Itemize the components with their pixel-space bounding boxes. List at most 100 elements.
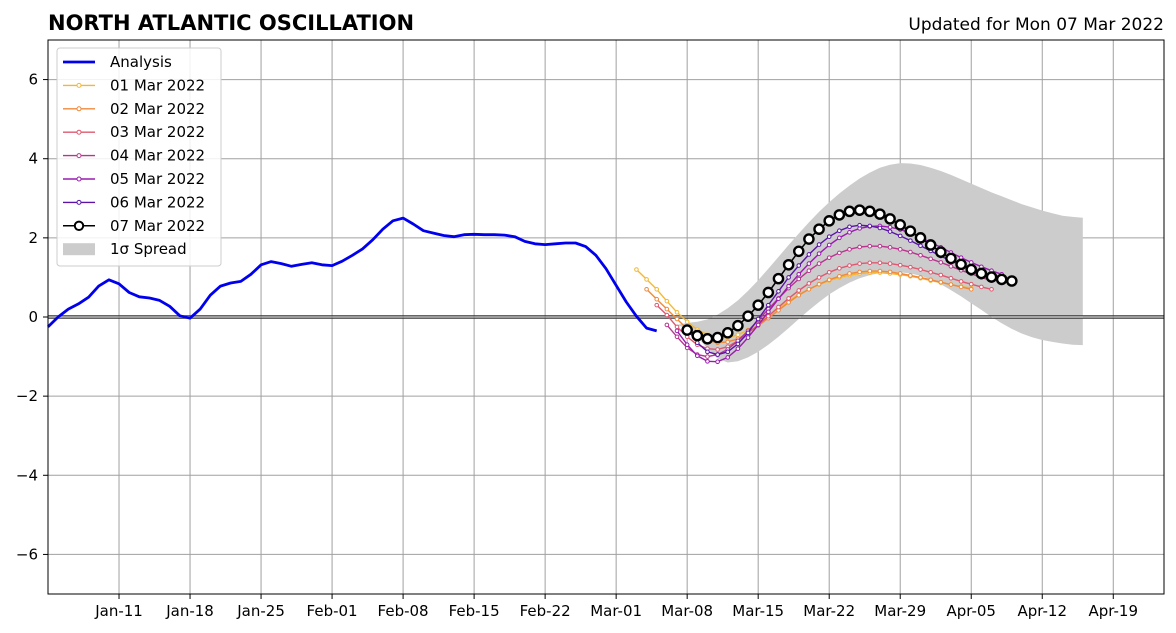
- forecast-point: [979, 284, 984, 290]
- latest-forecast-point: [853, 204, 866, 216]
- forecast-point: [776, 304, 781, 310]
- forecast-point: [806, 281, 812, 286]
- latest-forecast-point: [904, 225, 917, 237]
- forecast-point: [867, 223, 873, 229]
- latest-forecast-point: [721, 327, 734, 339]
- forecast-point: [918, 275, 923, 280]
- forecast-point: [654, 302, 660, 308]
- forecast-point: [705, 359, 710, 364]
- forecast-point: [897, 262, 903, 268]
- x-tick-label: Jan-11: [94, 602, 143, 620]
- forecast-point: [806, 268, 812, 274]
- latest-forecast-point: [803, 233, 815, 245]
- y-tick-label: 0: [28, 308, 38, 326]
- forecast-point: [674, 328, 680, 334]
- forecast-point: [674, 316, 680, 322]
- forecast-point: [968, 281, 974, 287]
- legend-label-forecast: 02 Mar 2022: [110, 100, 205, 118]
- forecast-point: [766, 302, 771, 308]
- forecast-point: [654, 296, 660, 302]
- latest-forecast-point: [985, 271, 998, 283]
- chart-subtitle: Updated for Mon 07 Mar 2022: [908, 15, 1164, 35]
- y-tick-label: −4: [16, 466, 38, 484]
- x-tick-label: Mar-08: [661, 602, 713, 620]
- forecast-point: [796, 263, 802, 268]
- legend-label-forecast: 05 Mar 2022: [110, 170, 205, 188]
- forecast-point: [735, 346, 741, 351]
- forecast-point: [674, 334, 680, 340]
- forecast-point: [897, 247, 903, 252]
- forecast-point: [725, 355, 731, 360]
- y-tick-label: 4: [28, 150, 38, 168]
- forecast-point: [715, 359, 720, 365]
- forecast-point: [857, 269, 862, 275]
- forecast-point: [826, 277, 832, 283]
- x-tick-label: Apr-19: [1089, 602, 1139, 620]
- legend-label-forecast: 06 Mar 2022: [110, 193, 205, 211]
- legend-label-spread: 1σ Spread: [110, 240, 187, 258]
- latest-forecast-point: [782, 258, 795, 271]
- y-tick-label: −2: [16, 387, 38, 405]
- latest-forecast-point: [863, 205, 876, 218]
- forecast-point: [826, 242, 832, 248]
- forecast-point: [695, 353, 700, 359]
- forecast-point: [786, 275, 791, 280]
- forecast-point: [806, 252, 812, 257]
- forecast-point: [664, 306, 670, 312]
- latest-forecast-point: [1006, 275, 1018, 287]
- latest-forecast-point: [995, 273, 1008, 286]
- latest-forecast-point: [843, 205, 856, 218]
- forecast-point: [684, 319, 690, 325]
- x-tick-label: Mar-29: [874, 602, 926, 620]
- latest-forecast-point: [914, 232, 927, 244]
- forecast-point: [968, 260, 974, 265]
- forecast-point: [918, 267, 923, 272]
- forecast-point: [948, 282, 954, 287]
- legend-swatch-marker: [76, 199, 82, 205]
- forecast-point: [634, 267, 639, 272]
- forecast-point: [847, 271, 852, 276]
- legend-box: [56, 47, 222, 267]
- legend-label-forecast: 01 Mar 2022: [110, 76, 205, 94]
- forecast-point: [928, 277, 933, 283]
- x-tick-label: Mar-15: [732, 602, 784, 620]
- forecast-point: [908, 264, 913, 270]
- forecast-point: [816, 275, 822, 280]
- latest-forecast-point: [965, 263, 978, 276]
- forecast-point: [867, 260, 873, 266]
- forecast-point: [725, 339, 731, 345]
- forecast-point: [867, 268, 873, 274]
- x-tick-label: Mar-22: [803, 602, 855, 620]
- x-tick-label: Feb-22: [520, 602, 571, 620]
- forecast-point: [664, 322, 670, 328]
- x-tick-label: Jan-25: [236, 602, 285, 620]
- forecast-point: [847, 247, 852, 252]
- legend-label-analysis: Analysis: [110, 53, 172, 71]
- forecast-point: [796, 288, 802, 293]
- forecast-point: [837, 250, 842, 256]
- forecast-point: [897, 233, 903, 239]
- forecast-point: [816, 251, 822, 256]
- forecast-point: [806, 261, 812, 266]
- forecast-point: [857, 261, 862, 266]
- forecast-point: [816, 261, 822, 266]
- x-tick-label: Mar-01: [590, 602, 642, 620]
- legend-swatch-marker: [76, 82, 82, 88]
- analysis-line: [47, 216, 658, 333]
- forecast-point: [755, 316, 761, 322]
- forecast-point: [938, 272, 944, 278]
- latest-forecast-point: [894, 218, 907, 231]
- latest-forecast-layer: [681, 204, 1018, 345]
- forecast-point: [989, 287, 994, 292]
- forecast-point: [786, 283, 791, 289]
- legend-swatch-spread: [63, 243, 95, 256]
- latest-forecast-point: [762, 286, 775, 299]
- forecast-point: [857, 244, 862, 250]
- forecast-point: [806, 287, 812, 292]
- forecast-point: [837, 228, 842, 234]
- latest-forecast-point: [681, 324, 693, 336]
- forecast-point: [715, 347, 720, 352]
- latest-forecast-point: [833, 209, 846, 221]
- latest-forecast-point: [732, 319, 744, 332]
